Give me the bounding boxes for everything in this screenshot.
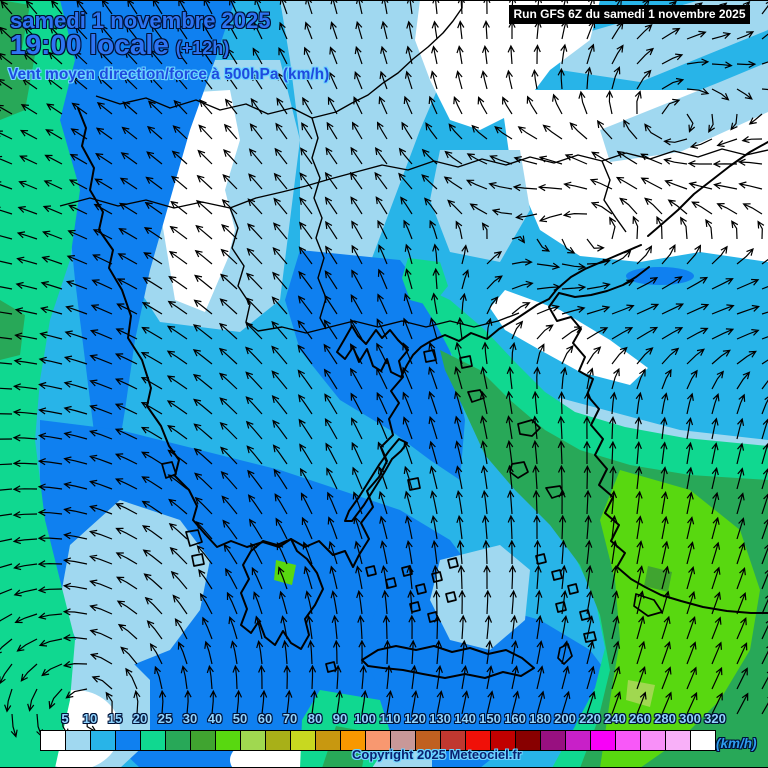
legend-unit-label: (km/h) <box>716 736 757 751</box>
date-title: samedi 1 novembre 2025 <box>10 8 271 33</box>
wind-arrow-field <box>0 0 768 738</box>
wind-arrows <box>0 0 768 738</box>
copyright-text: Copyright 2025 Meteociel.fr <box>352 747 522 762</box>
time-label: 19:00 locale <box>10 29 169 60</box>
parameter-subtitle: Vent moyen direction/force à 500hPa (km/… <box>8 66 330 83</box>
model-run-box: Run GFS 6Z du samedi 1 novembre 2025 <box>509 5 750 24</box>
time-title: 19:00 locale (+12h) <box>10 29 229 61</box>
forecast-offset: (+12h) <box>175 38 230 58</box>
